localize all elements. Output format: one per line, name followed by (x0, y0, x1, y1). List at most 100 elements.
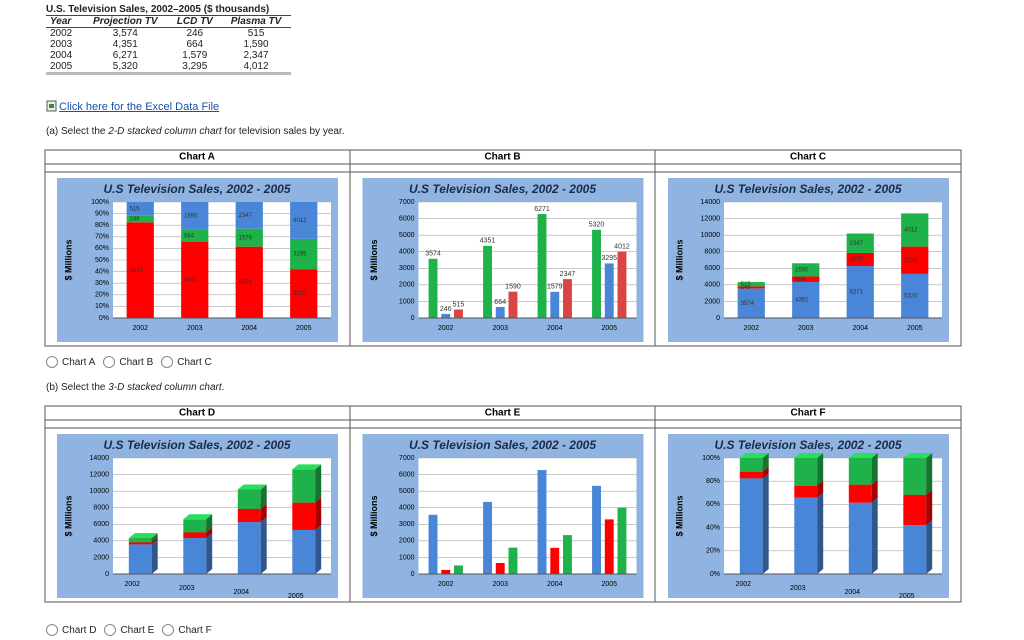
x-tick-label: 2003 (179, 585, 195, 592)
y-tick-label: 10000 (90, 488, 110, 495)
y-tick-label: 0 (716, 315, 720, 322)
bar-side (926, 489, 933, 526)
bar (483, 501, 492, 574)
radio[interactable] (161, 356, 174, 368)
radio[interactable] (162, 624, 175, 636)
y-tick-label: 10000 (701, 232, 721, 239)
bar-face (292, 469, 316, 503)
bar-face (846, 233, 874, 253)
x-tick-label: 2003 (790, 585, 806, 592)
bar (604, 519, 614, 574)
link-text[interactable]: Click here for the Excel Data File (59, 101, 220, 113)
chart-title: U.S Television Sales, 2002 - 2005 (715, 182, 902, 196)
bar-top (794, 453, 824, 458)
bar-face (617, 507, 627, 574)
bar (794, 492, 824, 574)
bar-top (848, 453, 878, 458)
bar-face (290, 202, 318, 239)
bar (739, 453, 769, 472)
bar-face (235, 228, 263, 247)
x-tick-label: 2003 (798, 325, 814, 332)
table-cell: 6,271 (112, 50, 138, 61)
bar-face (550, 291, 560, 318)
bar-face (903, 494, 927, 526)
bar-face (903, 458, 927, 495)
radio[interactable] (103, 356, 116, 368)
table-cell: 515 (247, 28, 265, 39)
data-label: 6271 (534, 206, 550, 213)
data-label: 1590 (795, 267, 809, 273)
bar (846, 266, 874, 318)
bar-face (903, 525, 927, 574)
x-tick-label: 2005 (899, 593, 915, 600)
data-label: 6271 (850, 290, 864, 296)
bar (617, 507, 627, 574)
bar-face (592, 229, 601, 318)
y-axis-label: $ Millions (674, 495, 684, 536)
bar (237, 517, 267, 574)
bar-top (292, 464, 322, 470)
y-tick-label: 10% (95, 303, 109, 310)
data-label: 3574 (425, 251, 441, 258)
radio[interactable] (46, 624, 58, 636)
bar (290, 202, 318, 239)
bar (792, 263, 820, 277)
table-cell: 664 (186, 39, 204, 50)
bar (495, 306, 505, 318)
bar (508, 291, 518, 318)
bar (126, 202, 154, 216)
x-tick-label: 2004 (241, 325, 257, 332)
y-tick-label: 100% (91, 199, 109, 206)
x-tick-label: 2005 (601, 325, 617, 332)
radio-option[interactable]: Chart E (104, 624, 154, 636)
chart-title: U.S Television Sales, 2002 - 2005 (104, 438, 291, 452)
table-cell: 1,579 (182, 50, 208, 61)
radio-option[interactable]: Chart D (46, 624, 96, 636)
bar (792, 276, 820, 282)
excel-link[interactable]: Click here for the Excel Data File (46, 100, 219, 113)
radio[interactable] (104, 624, 117, 636)
x-tick-label: 2003 (187, 325, 203, 332)
panel-label: Chart C (790, 152, 826, 163)
table-header: Projection TV (82, 15, 169, 28)
y-tick-label: 90% (95, 210, 109, 217)
data-label: 4012 (904, 228, 918, 234)
bar-face (126, 222, 154, 318)
bar (128, 539, 158, 574)
bar (126, 215, 154, 223)
bar (428, 514, 438, 574)
bar (292, 464, 322, 503)
panel-frame (44, 149, 962, 347)
question-emphasis: 3-D stacked column chart (108, 382, 222, 393)
data-label: 1590 (505, 283, 521, 290)
bar-side (871, 453, 878, 485)
x-tick-label: 2005 (296, 325, 312, 332)
y-tick-label: 14000 (701, 199, 721, 206)
radio-option[interactable]: Chart F (162, 624, 212, 636)
bar-side (871, 497, 878, 574)
bar-face (428, 258, 438, 318)
radio-option[interactable]: Chart C (161, 356, 212, 368)
data-label: 5320 (293, 291, 307, 297)
table-cell: 2,347 (243, 50, 269, 61)
bar (550, 547, 560, 574)
x-tick-label: 2002 (132, 325, 148, 332)
bar (792, 281, 820, 318)
option-label: Chart A (62, 356, 96, 368)
radio-option[interactable]: Chart A (46, 356, 95, 368)
option-label: Chart F (178, 624, 212, 636)
x-tick-label: 2003 (492, 581, 508, 588)
charts: Chart A U.S Television Sales, 2002 - 2005… (44, 149, 962, 603)
bar (550, 291, 560, 318)
radio[interactable] (46, 356, 58, 368)
y-tick-label: 4000 (93, 538, 109, 545)
question-b: (b) Select the 3-D stacked column chart. (46, 382, 224, 393)
radio-option[interactable]: Chart B (103, 356, 153, 368)
table-cell: 4,351 (112, 39, 138, 50)
bar-face (454, 565, 463, 574)
bar (441, 313, 451, 318)
bar-top (903, 453, 933, 458)
y-axis-label: $ Millions (63, 239, 73, 280)
bar-side (206, 514, 213, 533)
y-tick-label: 8000 (704, 249, 720, 256)
